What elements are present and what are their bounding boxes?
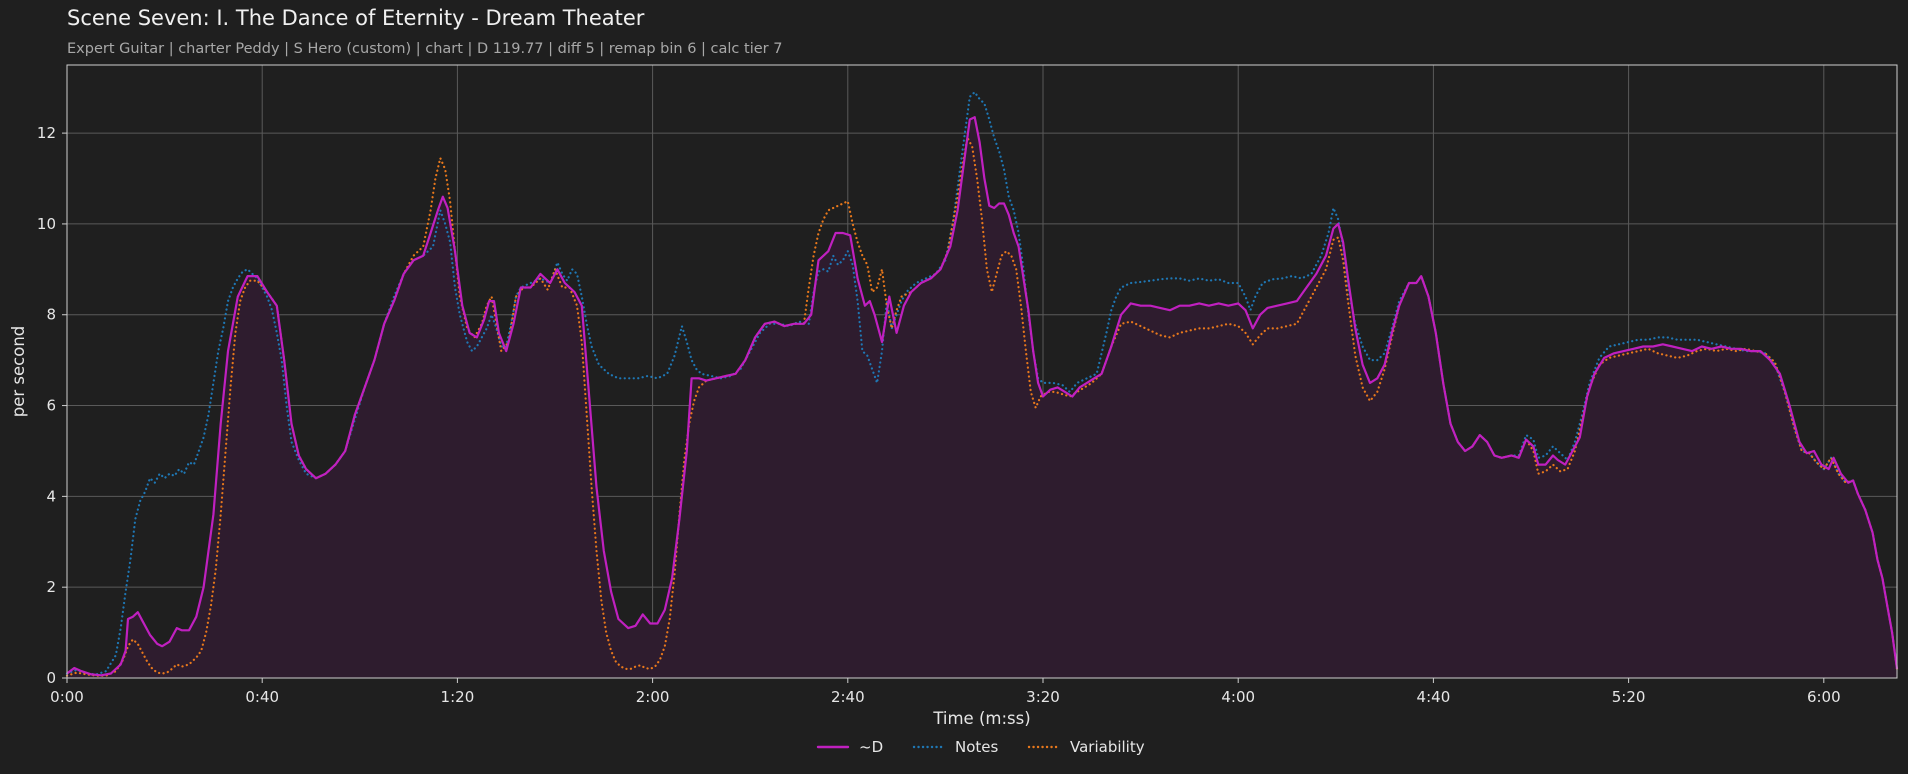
x-tick-label: 0:40 bbox=[245, 688, 279, 706]
x-tick-label: 6:00 bbox=[1807, 688, 1841, 706]
series-line-d bbox=[66, 116, 1899, 677]
series-lines bbox=[65, 91, 1899, 677]
legend-label-d: ~D bbox=[859, 738, 883, 756]
x-axis-label: Time (m:ss) bbox=[932, 709, 1030, 728]
y-tick-label: 0 bbox=[46, 669, 56, 687]
plot-frame bbox=[66, 64, 1898, 679]
y-axis-ticks: 0 2 4 6 8 10 12 bbox=[37, 124, 67, 687]
y-axis-label: per second bbox=[9, 326, 28, 418]
x-tick-label: 4:00 bbox=[1221, 688, 1255, 706]
x-tick-label: 3:20 bbox=[1026, 688, 1060, 706]
series-d-fill bbox=[67, 117, 1897, 678]
y-tick-label: 4 bbox=[46, 487, 56, 505]
y-tick-label: 10 bbox=[37, 215, 56, 233]
legend-label-notes: Notes bbox=[955, 738, 999, 756]
y-tick-label: 12 bbox=[37, 124, 56, 142]
legend-label-variability: Variability bbox=[1070, 738, 1145, 756]
area-fill bbox=[67, 117, 1897, 678]
x-tick-label: 2:40 bbox=[831, 688, 865, 706]
x-axis-ticks: 0:00 0:40 1:20 2:00 2:40 3:20 4:00 4:40 5:20 6:00 bbox=[50, 678, 1841, 706]
x-tick-label: 0:00 bbox=[50, 688, 84, 706]
y-tick-label: 8 bbox=[46, 306, 56, 324]
x-tick-label: 1:20 bbox=[441, 688, 475, 706]
x-tick-label: 4:40 bbox=[1417, 688, 1451, 706]
y-tick-label: 2 bbox=[46, 578, 56, 596]
chart-subtitle: Expert Guitar | charter Peddy | S Hero (… bbox=[67, 41, 783, 57]
x-tick-label: 5:20 bbox=[1612, 688, 1646, 706]
chart-title: Scene Seven: I. The Dance of Eternity - … bbox=[67, 6, 645, 30]
legend: ~D Notes Variability bbox=[816, 738, 1145, 756]
series-line-variability bbox=[65, 136, 1899, 677]
y-tick-label: 6 bbox=[46, 397, 56, 415]
series-line-notes bbox=[65, 91, 1899, 676]
x-tick-label: 2:00 bbox=[636, 688, 670, 706]
